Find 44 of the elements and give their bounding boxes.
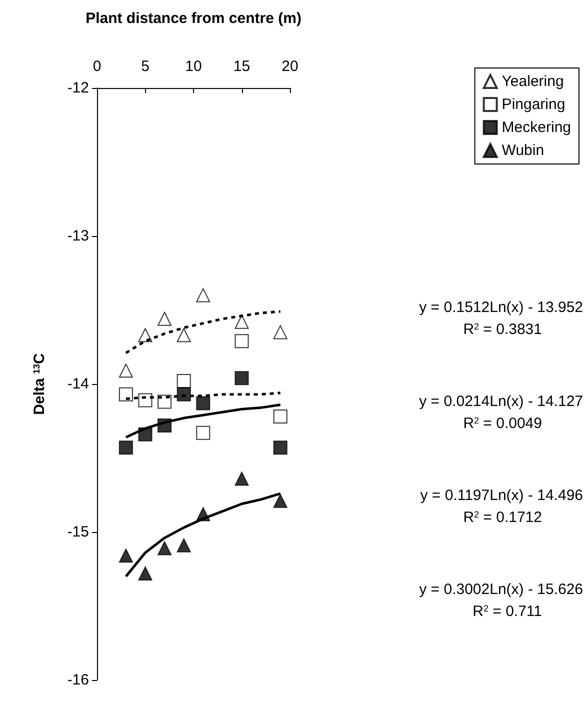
point <box>118 440 133 455</box>
point <box>273 410 288 424</box>
y-tick-label: -13 <box>67 228 89 244</box>
legend-label: Pingaring <box>502 96 566 113</box>
text: y = 0.3002Ln(x) - 15.626 <box>419 581 583 598</box>
legend-label: Yealering <box>502 73 564 90</box>
text: y = 0.0214Ln(x) - 14.127 <box>419 393 583 410</box>
x-tick-label: 0 <box>92 58 102 75</box>
point <box>273 440 288 455</box>
y-axis-title: Delta 13C <box>31 352 48 415</box>
point <box>234 334 249 348</box>
point <box>176 328 191 342</box>
point <box>273 325 288 340</box>
point <box>118 387 133 402</box>
line-series <box>124 310 282 354</box>
point <box>176 374 191 388</box>
point <box>158 541 172 556</box>
point <box>138 566 152 580</box>
text: y = 0.1197Ln(x) - 14.496 <box>420 487 584 504</box>
legend-label: Meckering <box>502 119 572 136</box>
x-tick-label: 10 <box>185 58 202 75</box>
legend-label: Wubin <box>502 142 544 159</box>
point <box>138 393 152 408</box>
y-tick-label: -14 <box>67 376 89 392</box>
point <box>234 472 249 486</box>
point <box>196 288 210 302</box>
point <box>273 494 288 508</box>
y-tick-label: -15 <box>67 524 89 540</box>
point <box>118 364 133 378</box>
x-tick-label: 15 <box>233 58 250 75</box>
point <box>176 538 191 552</box>
y-tick-label: -16 <box>67 672 89 688</box>
point <box>234 371 249 386</box>
point <box>158 312 172 326</box>
x-axis-title: Plant distance from centre (m) <box>86 10 302 27</box>
point <box>196 396 210 410</box>
y-tick-label: -12 <box>67 80 89 96</box>
x-tick-label: 20 <box>282 58 298 75</box>
point <box>176 387 191 402</box>
point <box>196 426 210 440</box>
point <box>118 548 133 563</box>
text: y = 0.1512Ln(x) - 13.952 <box>419 299 583 316</box>
x-tick-label: 5 <box>141 58 150 75</box>
point <box>234 314 249 329</box>
